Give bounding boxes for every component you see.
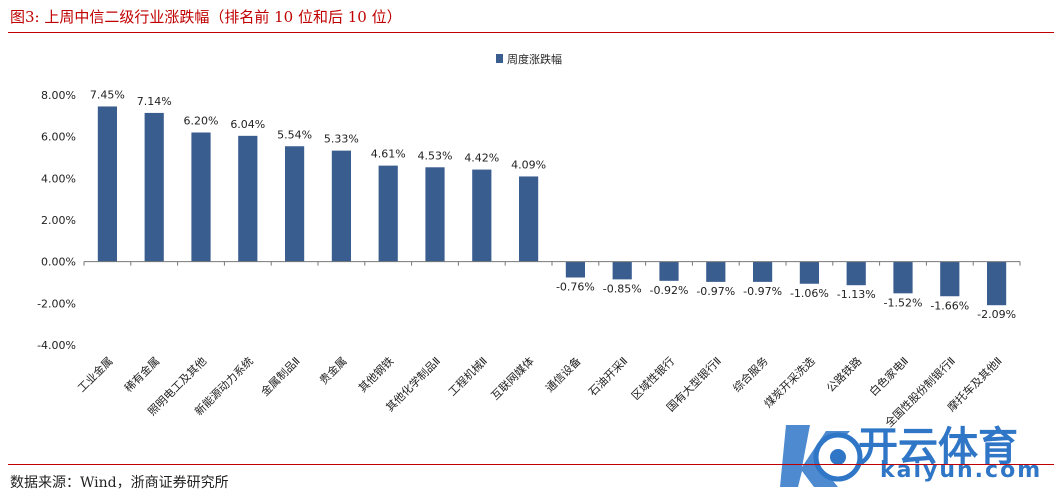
bar: [191, 132, 211, 262]
watermark-brand-cn: 开云体育: [858, 424, 1018, 470]
category-label: 区域性银行: [628, 354, 677, 403]
data-label: 4.42%: [464, 152, 499, 165]
data-label: -2.09%: [977, 308, 1016, 321]
bar: [753, 261, 773, 282]
bar: [519, 176, 539, 262]
data-label: -0.97%: [696, 285, 735, 298]
source-note: 数据来源：Wind，浙商证券研究所: [10, 475, 229, 491]
bar: [144, 112, 164, 262]
data-label: 5.33%: [324, 133, 359, 146]
bar: [799, 261, 819, 284]
bar: [97, 106, 117, 262]
data-label: 4.09%: [511, 158, 546, 171]
bar: [472, 169, 492, 262]
data-label: -0.85%: [603, 282, 642, 295]
bar: [425, 167, 445, 262]
bar: [612, 261, 632, 280]
bar: [893, 261, 913, 294]
bar: [940, 261, 960, 297]
category-label: 工程机械Ⅱ: [445, 354, 490, 399]
watermark-brand-en: kaiyun.com: [880, 458, 1043, 483]
bar: [285, 146, 305, 262]
bar: [659, 261, 679, 281]
bar: [378, 165, 398, 262]
y-tick-label: -2.00%: [37, 297, 76, 310]
bar: [987, 261, 1007, 306]
category-label: 通信设备: [543, 354, 584, 395]
data-label: -0.76%: [556, 281, 595, 294]
data-label: -1.13%: [837, 288, 876, 301]
figure-title: 图3: 上周中信二级行业涨跌幅（排名前 10 位和后 10 位）: [10, 8, 402, 26]
footer-divider: [8, 464, 1054, 465]
y-tick-label: 8.00%: [41, 89, 76, 102]
data-label: 6.20%: [184, 115, 219, 128]
y-tick-label: 2.00%: [41, 214, 76, 227]
data-label: -0.92%: [650, 284, 689, 297]
y-tick-label: 0.00%: [41, 256, 76, 269]
y-axis: 8.00% 6.00% 4.00% 2.00% 0.00% -2.00% -4.00%: [37, 89, 76, 352]
title-divider: [8, 32, 1054, 33]
data-label: 7.14%: [137, 95, 172, 108]
category-label: 贵金属: [316, 354, 349, 387]
category-label: 综合服务: [730, 354, 771, 395]
bar: [238, 135, 258, 262]
y-tick-label: -4.00%: [37, 339, 76, 352]
bar: [846, 261, 866, 286]
category-label: 白色家电Ⅱ: [866, 354, 911, 399]
category-label: 金属制品Ⅱ: [258, 354, 303, 399]
y-tick-label: 6.00%: [41, 131, 76, 144]
bar-chart: 周度涨跌幅 8.00% 6.00% 4.00% 2.00% 0.00% -2.00% -4.…: [37, 52, 1021, 430]
chart-legend: 周度涨跌幅: [496, 52, 562, 66]
data-label: -1.06%: [790, 287, 829, 300]
x-axis: [83, 261, 1021, 266]
legend-swatch: [496, 54, 503, 63]
data-label: -1.52%: [884, 296, 923, 309]
category-label: 工业金属: [75, 354, 116, 395]
y-tick-label: 4.00%: [41, 172, 76, 185]
category-label: 互联网媒体: [488, 354, 537, 403]
data-label: 7.45%: [90, 88, 125, 101]
bar: [706, 261, 726, 282]
category-label: 稀有金属: [121, 354, 162, 395]
data-label: -1.66%: [930, 299, 969, 312]
watermark-logo: [780, 405, 866, 495]
bar: [331, 150, 351, 262]
bar: [565, 261, 585, 278]
data-label: -0.97%: [743, 285, 782, 298]
category-label: 煤炭开采洗选: [762, 355, 818, 411]
legend-label: 周度涨跌幅: [507, 52, 562, 66]
data-label: 4.61%: [371, 148, 406, 161]
data-label: 4.53%: [418, 149, 453, 162]
data-label: 6.04%: [230, 118, 265, 131]
data-label: 5.54%: [277, 128, 312, 141]
data-labels: 7.45% 7.14% 6.20% 6.04% 5.54% 5.33% 4.61% 4.53%…: [90, 88, 1016, 321]
category-label: 公路铁路: [824, 355, 864, 395]
category-label: 其他钢铁: [356, 355, 396, 395]
bar-series: [97, 106, 1007, 306]
category-label: 石油开采Ⅱ: [585, 354, 630, 399]
